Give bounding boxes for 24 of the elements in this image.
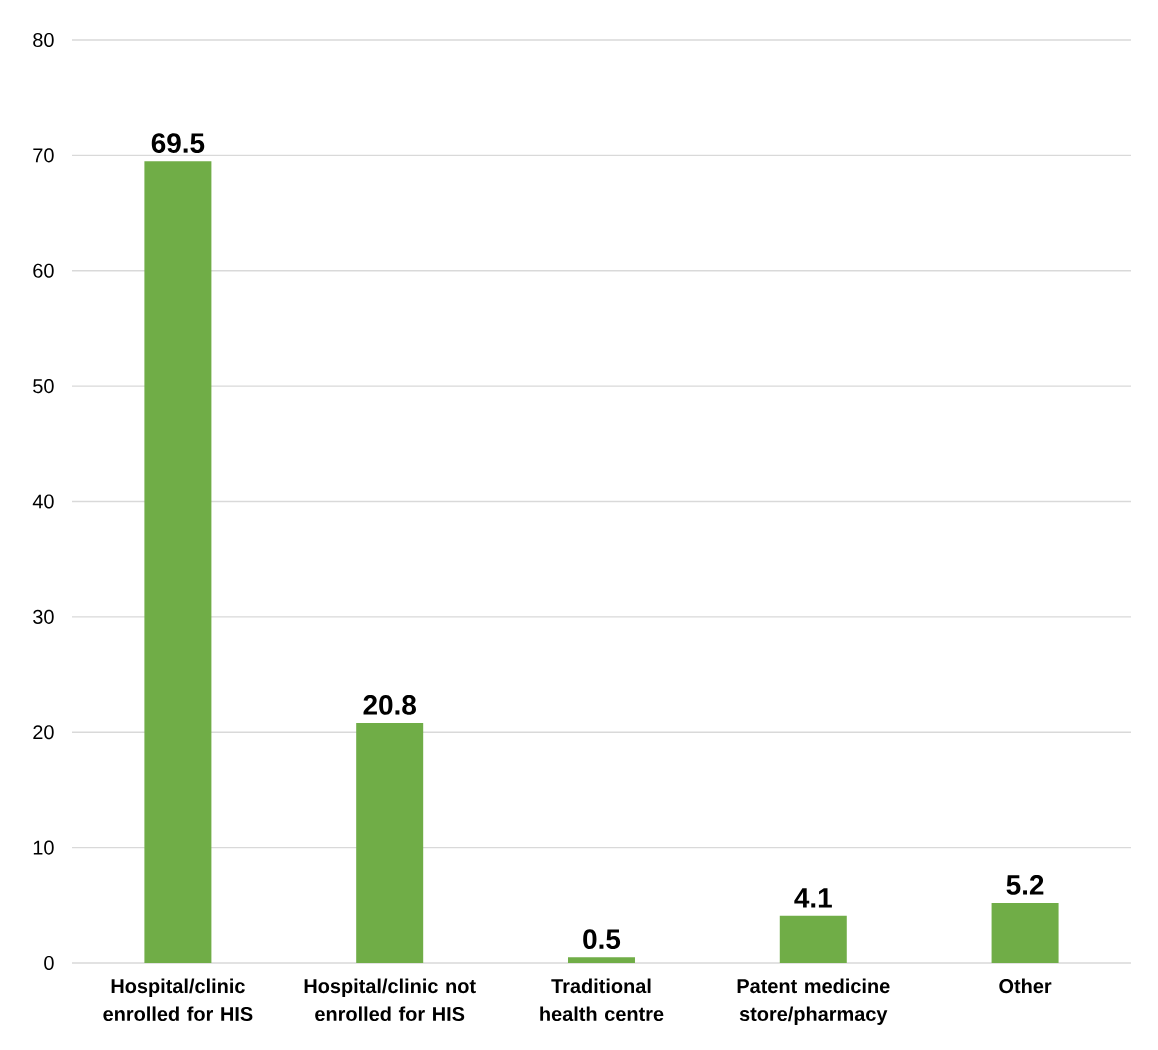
bar: [567, 957, 635, 963]
y-tick-label: 40: [32, 494, 54, 509]
y-tick-label: 80: [33, 32, 54, 48]
x-tick-label: Traditional health centre: [540, 978, 664, 1022]
data-label: 5.2: [1006, 875, 1044, 895]
y-tick-label: 70: [33, 148, 54, 163]
bar: [991, 903, 1059, 963]
data-label: 69.5: [151, 133, 205, 153]
y-tick-label: 10: [33, 840, 54, 855]
x-tick-label: Hospital/clinic not enrolled for HIS: [304, 978, 476, 1022]
data-label: 4.1: [794, 888, 832, 908]
bar: [356, 723, 424, 963]
data-label: 0.5: [583, 929, 621, 950]
y-tick-label: 50: [33, 379, 54, 394]
y-tick-label: 30: [33, 609, 54, 624]
x-tick-label: Patent medicine store/pharmacy: [737, 978, 890, 1025]
bar: [779, 915, 847, 963]
y-tick-label: 0: [44, 955, 54, 971]
x-tick-label: Other: [999, 978, 1052, 994]
bar: [144, 161, 212, 963]
y-tick-label: 60: [33, 263, 54, 278]
x-tick-label: Hospital/clinic enrolled for HIS: [103, 978, 253, 1022]
data-label: 20.8: [363, 695, 416, 715]
y-tick-label: 20: [33, 725, 54, 740]
